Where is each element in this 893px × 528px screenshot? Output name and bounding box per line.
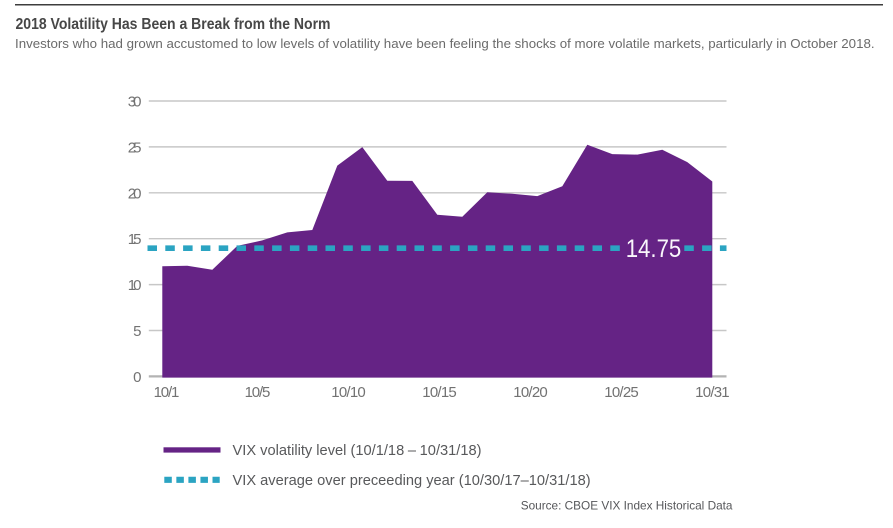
svg-text:10/20: 10/20 bbox=[513, 384, 548, 401]
svg-text:VIX volatility level (10/1/18: VIX volatility level (10/1/18 – 10/31/18… bbox=[233, 443, 482, 459]
svg-text:5: 5 bbox=[133, 323, 141, 340]
svg-text:20: 20 bbox=[128, 185, 142, 202]
svg-text:10/5: 10/5 bbox=[245, 384, 271, 401]
svg-text:10/25: 10/25 bbox=[604, 384, 639, 401]
svg-text:15: 15 bbox=[128, 231, 142, 248]
svg-text:10/1: 10/1 bbox=[154, 384, 180, 401]
svg-text:10/15: 10/15 bbox=[422, 384, 457, 401]
svg-text:25: 25 bbox=[128, 139, 142, 156]
svg-text:Source: CBOE VIX Index Histori: Source: CBOE VIX Index Historical Data bbox=[521, 498, 733, 512]
svg-text:0: 0 bbox=[133, 369, 141, 386]
svg-text:30: 30 bbox=[128, 94, 142, 111]
svg-text:10/31: 10/31 bbox=[695, 384, 730, 401]
svg-text:10/10: 10/10 bbox=[331, 384, 366, 401]
svg-text:14.75: 14.75 bbox=[626, 236, 682, 263]
svg-text:Investors who had grown accust: Investors who had grown accustomed to lo… bbox=[15, 36, 875, 51]
svg-text:10: 10 bbox=[128, 277, 142, 294]
svg-text:VIX average over preceeding ye: VIX average over preceeding year (10/30/… bbox=[233, 473, 591, 489]
svg-text:2018 Volatility Has Been a Bre: 2018 Volatility Has Been a Break from th… bbox=[16, 16, 331, 33]
